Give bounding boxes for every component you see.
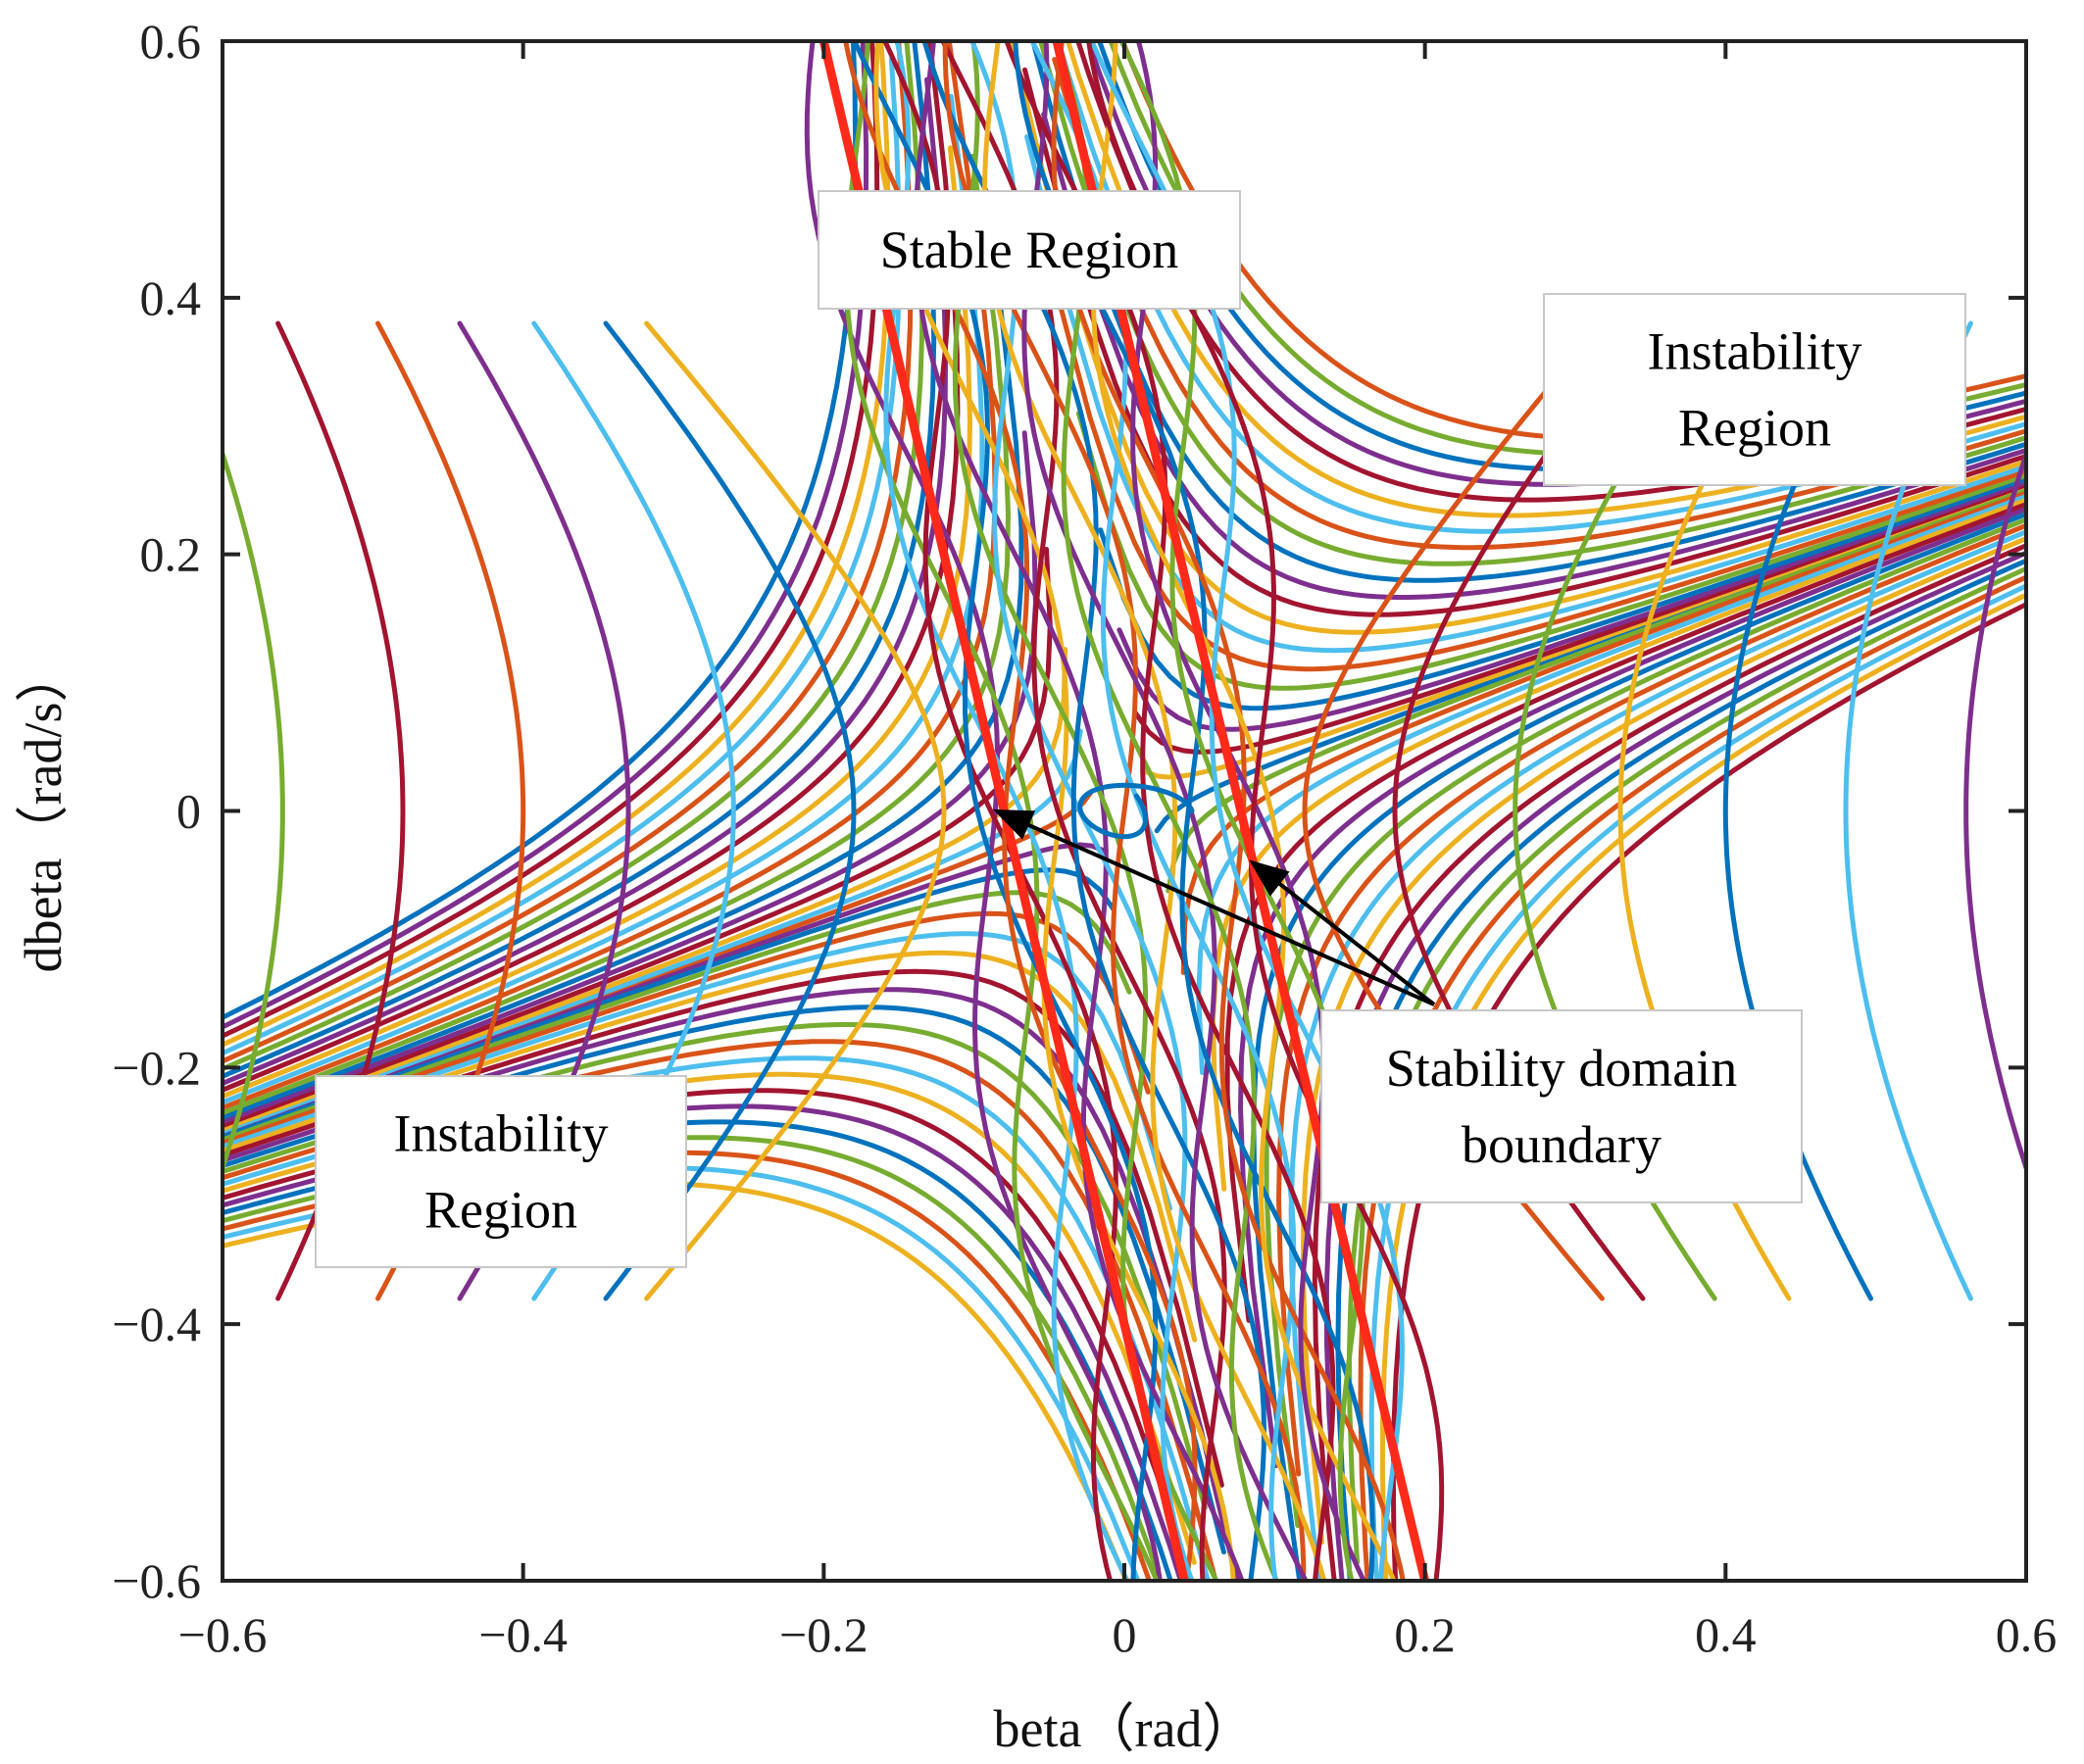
trajectory-line — [223, 41, 914, 1064]
trajectory-line — [223, 1039, 1218, 1581]
trajectory-line — [223, 931, 1173, 1211]
trajectory-line — [1077, 782, 1195, 840]
y-tick-label: 0 — [176, 784, 201, 839]
trajectory-line — [223, 76, 949, 1087]
trajectory-line — [1963, 446, 2026, 1176]
trajectory-line — [223, 41, 880, 1039]
x-tick-label: 0.2 — [1394, 1607, 1456, 1662]
trajectory-line — [644, 320, 947, 1301]
annotation-text-instability_bottom: Instability — [394, 1104, 609, 1163]
annotation-box-boundary — [1320, 1009, 1803, 1203]
x-tick-label: 0 — [1113, 1607, 1137, 1662]
y-tick-label: 0.4 — [140, 270, 202, 325]
trajectory-line — [223, 1004, 1226, 1555]
trajectory-line — [223, 547, 1053, 1129]
x-tick-label: −0.4 — [478, 1607, 568, 1662]
annotation-box-instability_bottom — [315, 1075, 687, 1268]
trajectory-line — [223, 910, 1151, 1146]
trajectory-line — [1098, 476, 2026, 711]
trajectory-line — [1264, 516, 2026, 1529]
trajectory-line — [223, 41, 925, 1072]
annotation-text-stable: Stable Region — [880, 220, 1178, 279]
trajectory-line — [223, 987, 1240, 1581]
x-tick-label: 0.6 — [1996, 1607, 2058, 1662]
trajectory-line — [1288, 529, 2026, 1581]
trajectory-line — [223, 41, 961, 1093]
trajectory-line — [223, 430, 1038, 1125]
annotation-text-boundary: boundary — [1462, 1115, 1662, 1174]
trajectory-line — [223, 446, 285, 1176]
trajectory-line — [1224, 501, 2026, 1323]
y-tick-label: 0.6 — [140, 14, 202, 69]
trajectory-line — [1196, 493, 2026, 1075]
x-tick-label: −0.6 — [178, 1607, 268, 1662]
y-axis-label: dbeta（rad/s） — [14, 650, 73, 973]
trajectory-line — [223, 93, 985, 1105]
trajectory-line — [1024, 134, 2026, 654]
trajectory-line — [223, 299, 1024, 1121]
trajectory-line — [1075, 411, 2026, 691]
trajectory-line — [1275, 522, 2026, 1477]
y-tick-label: −0.2 — [112, 1040, 201, 1095]
trajectory-line — [223, 1022, 1208, 1510]
trajectory-line — [223, 647, 1068, 1132]
trajectory-line — [223, 867, 1116, 1140]
trajectory-line — [603, 320, 857, 1301]
axis-ticks: −0.6 −0.4 −0.2 0 0.2 0.4 0.6 −0.6 −0.4 −0.2 0 0.2 0.… — [14, 14, 2057, 1758]
y-tick-label: −0.6 — [112, 1553, 201, 1608]
trajectory-line — [223, 57, 903, 1056]
annotation-text-instability_bottom: Region — [424, 1181, 577, 1240]
annotations: Stable Region Instability Region Instabilit… — [315, 190, 1966, 1268]
trajectory-line — [1300, 535, 2026, 1545]
trajectory-line — [223, 41, 937, 1080]
trajectory-line — [1335, 558, 2026, 1581]
annotation-text-boundary: Stability domain — [1386, 1039, 1738, 1098]
annotation-text-instability_top: Instability — [1648, 322, 1862, 381]
trajectory-line — [223, 968, 1224, 1488]
trajectory-line — [223, 41, 859, 1021]
trajectory-line — [223, 950, 1198, 1343]
trajectory-line — [1132, 482, 2026, 755]
trajectory-line — [223, 41, 869, 1030]
trajectory-line — [1116, 479, 2026, 732]
trajectory-line — [1312, 542, 2026, 1581]
x-tick-label: 0.4 — [1695, 1607, 1757, 1662]
annotation-arrow — [993, 808, 1435, 1006]
trajectory-line — [1180, 490, 2026, 975]
annotation-text-instability_top: Region — [1678, 399, 1831, 458]
trajectory-line — [223, 41, 891, 1048]
trajectory-line — [1211, 497, 2026, 1192]
y-tick-label: 0.2 — [140, 527, 202, 582]
x-axis-label: beta（rad） — [994, 1699, 1256, 1758]
x-tick-label: −0.2 — [779, 1607, 868, 1662]
annotation-box-stable — [818, 190, 1241, 310]
annotation-arrow — [1249, 859, 1436, 1006]
trajectory-line — [223, 890, 1132, 1143]
trajectory-line — [223, 145, 973, 1100]
y-tick-label: −0.4 — [112, 1297, 201, 1351]
trajectory-line — [1051, 279, 2026, 672]
annotation-box-instability_top — [1543, 293, 1966, 486]
